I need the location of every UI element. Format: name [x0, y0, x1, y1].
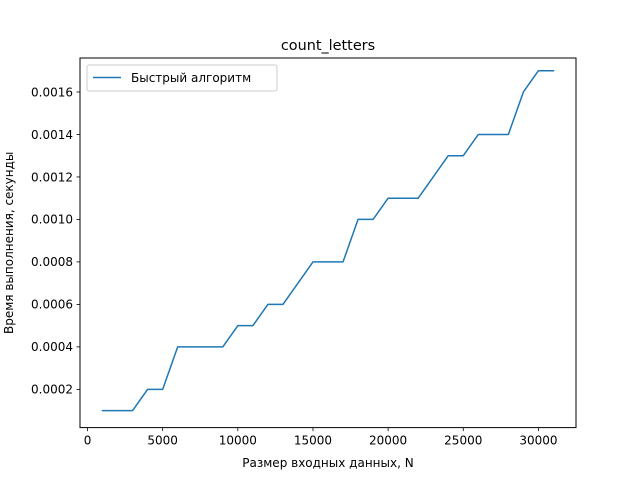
legend-box: [86, 64, 278, 92]
x-tick-label: 0: [84, 434, 92, 448]
x-tick-label: 25000: [444, 434, 482, 448]
chart-title: count_letters: [281, 38, 375, 54]
x-tick-label: 5000: [147, 434, 178, 448]
y-axis-label: Время выполнения, секунды: [2, 152, 16, 334]
legend: Быстрый алгоритм: [86, 64, 278, 92]
y-tick-label: 0.0008: [31, 255, 73, 269]
plot-area-frame: [79, 57, 577, 429]
series-line-0: [101, 69, 555, 412]
legend-label: Быстрый алгоритм: [131, 71, 251, 85]
y-tick-label: 0.0006: [31, 298, 73, 312]
x-tick-label: 20000: [369, 434, 407, 448]
y-tick-label: 0.0012: [31, 170, 73, 184]
x-axis-ticks: 0 5000 10000 15000 20000 25000 30000: [84, 427, 558, 448]
y-tick-label: 0.0014: [31, 128, 73, 142]
y-tick-label: 0.0004: [31, 340, 73, 354]
series-layer: [101, 69, 555, 412]
y-tick-label: 0.0016: [31, 85, 73, 99]
x-tick-label: 10000: [219, 434, 257, 448]
x-tick-label: 30000: [519, 434, 557, 448]
y-axis-ticks: 0.0002 0.0004 0.0006 0.0008 0.0010 0.0012 0.00…: [31, 85, 80, 397]
x-axis-label: Размер входных данных, N: [242, 456, 413, 470]
y-tick-label: 0.0002: [31, 383, 73, 397]
x-tick-label: 15000: [294, 434, 332, 448]
y-tick-label: 0.0010: [31, 213, 73, 227]
